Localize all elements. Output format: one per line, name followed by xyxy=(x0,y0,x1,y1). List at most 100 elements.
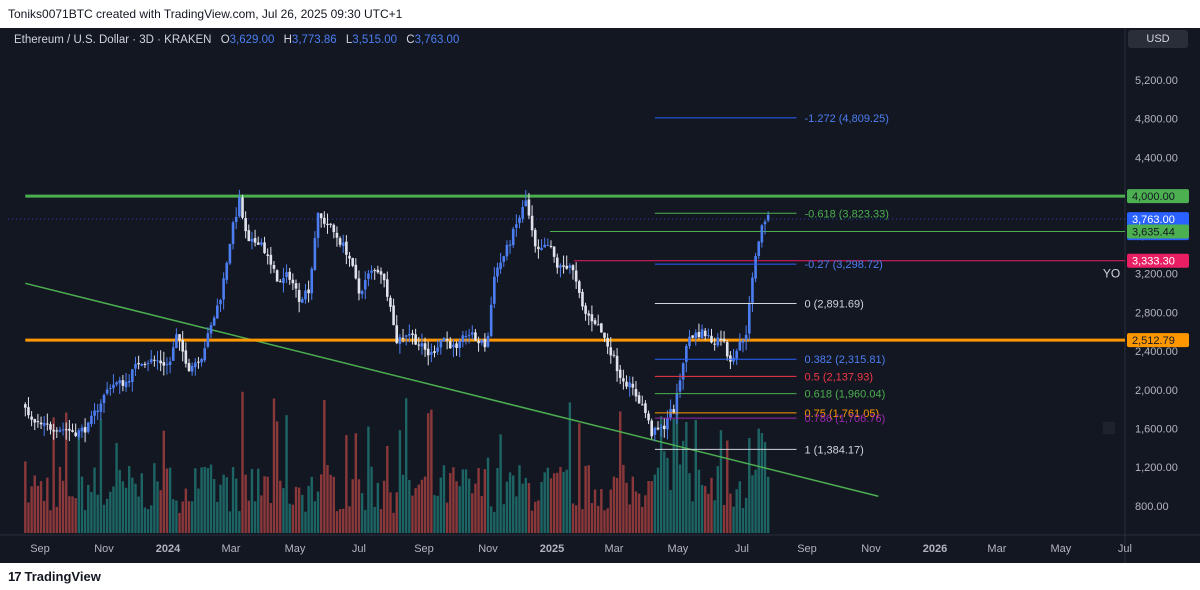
volume-bar xyxy=(58,466,62,533)
candle-body xyxy=(354,264,358,279)
candle-body xyxy=(716,337,720,346)
volume-bar xyxy=(433,495,436,533)
volume-bar xyxy=(228,511,232,533)
volume-bar xyxy=(489,506,493,533)
price-tag-value: 3,333.30 xyxy=(1132,256,1175,268)
candle-body xyxy=(58,429,62,432)
volume-bar xyxy=(499,434,502,533)
price-tag xyxy=(1127,224,1189,239)
y-tick-label: 2,800.00 xyxy=(1135,307,1178,319)
candle-body xyxy=(543,244,546,248)
y-tick-label: 1,200.00 xyxy=(1135,462,1178,474)
chart-annotation-text[interactable]: YO xyxy=(1103,267,1120,281)
x-tick-label: Mar xyxy=(987,543,1006,555)
candle-body xyxy=(363,279,367,290)
volume-bar xyxy=(285,415,288,533)
volume-bar xyxy=(36,485,40,533)
volume-bar xyxy=(175,500,178,533)
candle-body xyxy=(552,246,556,257)
volume-bar xyxy=(219,484,222,533)
candle-body xyxy=(329,223,332,225)
candle-body xyxy=(297,289,301,302)
candle-body xyxy=(587,313,591,316)
volume-bar xyxy=(99,419,103,533)
candle-body xyxy=(615,355,619,372)
candle-body xyxy=(681,363,685,380)
tradingview-logo[interactable]: 17 TradingView xyxy=(8,569,101,584)
volume-bar xyxy=(593,489,597,533)
volume-bar xyxy=(68,496,71,533)
volume-bar xyxy=(263,476,266,533)
volume-bar xyxy=(55,506,58,533)
symbol-title[interactable]: Ethereum / U.S. Dollar · 3D · KRAKEN xyxy=(14,34,212,46)
candle-body xyxy=(294,283,298,289)
footer-bar: 17 TradingView xyxy=(0,563,1200,590)
volume-bar xyxy=(455,481,458,533)
volume-bar xyxy=(678,464,682,533)
candle-body xyxy=(530,215,534,231)
volume-bar xyxy=(420,479,424,533)
candle-body xyxy=(203,348,207,361)
volume-bar xyxy=(578,423,581,533)
volume-bar xyxy=(172,499,175,533)
volume-bar xyxy=(301,494,304,533)
chart-area[interactable] xyxy=(0,28,1200,563)
volume-bar xyxy=(231,467,235,533)
volume-bar xyxy=(603,510,606,533)
x-tick-label: 2026 xyxy=(923,543,947,555)
volume-bar xyxy=(373,506,376,533)
candle-body xyxy=(735,350,738,359)
volume-bar xyxy=(537,500,540,533)
header-attribution: Toniks0071BTC created with TradingView.c… xyxy=(8,7,403,21)
candle-body xyxy=(480,340,484,344)
volume-bar xyxy=(477,468,480,533)
volume-bar xyxy=(634,491,638,533)
volume-bar xyxy=(458,486,461,533)
volume-bar xyxy=(427,413,430,533)
candle-body xyxy=(634,389,638,397)
candle-body xyxy=(367,273,370,279)
volume-bar xyxy=(241,391,244,533)
candle-body xyxy=(310,268,314,294)
candle-body xyxy=(666,418,669,430)
candle-body xyxy=(474,332,477,341)
volume-bar xyxy=(467,478,471,533)
x-tick-label: Sep xyxy=(30,543,50,555)
volume-bar xyxy=(546,467,550,533)
volume-bar xyxy=(313,501,317,533)
candle-body xyxy=(448,341,452,349)
currency-button[interactable]: USD xyxy=(1128,30,1188,48)
volume-bar xyxy=(354,433,358,533)
volume-bar xyxy=(464,469,468,533)
candle-body xyxy=(707,335,710,337)
candle-body xyxy=(269,254,273,265)
volume-bar xyxy=(370,466,373,533)
candle-body xyxy=(234,216,238,222)
fib-level-label: 0.75 (1,761.05) xyxy=(805,408,880,420)
x-tick-label: Mar xyxy=(604,543,623,555)
candle-body xyxy=(382,274,386,281)
candle-body xyxy=(165,364,169,366)
volume-bar xyxy=(688,473,691,533)
candle-body xyxy=(102,394,106,404)
candle-body xyxy=(278,281,282,283)
volume-bar xyxy=(112,486,115,533)
volume-bar xyxy=(39,481,43,533)
candle-body xyxy=(316,212,320,238)
volume-bar xyxy=(288,503,291,533)
candle-body xyxy=(260,242,263,245)
header-bar: Toniks0071BTC created with TradingView.c… xyxy=(0,0,1200,28)
candle-body xyxy=(694,332,698,339)
volume-bar xyxy=(452,467,455,533)
volume-bar xyxy=(574,505,578,533)
x-tick-label: Sep xyxy=(797,543,817,555)
candle-body xyxy=(697,332,701,338)
candle-body xyxy=(559,265,562,268)
candle-body xyxy=(190,365,194,372)
candle-body xyxy=(341,242,345,247)
x-tick-label: 2025 xyxy=(540,543,564,555)
candle-body xyxy=(754,256,757,279)
close-label: C xyxy=(406,34,415,46)
candle-body xyxy=(209,325,213,334)
